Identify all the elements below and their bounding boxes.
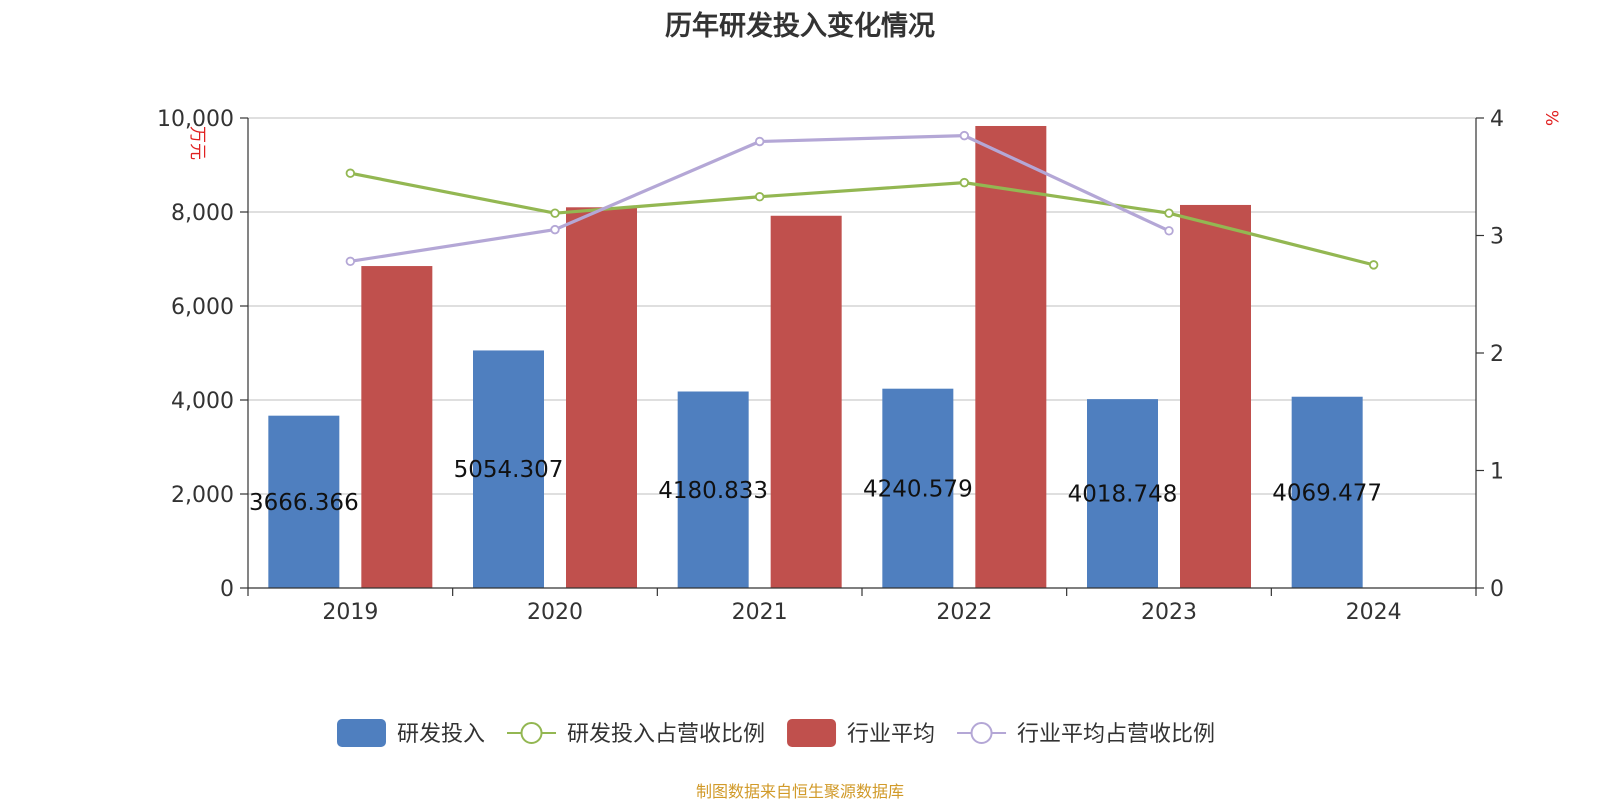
x-tick-label: 2020 xyxy=(527,600,583,625)
bar xyxy=(1180,204,1251,588)
y-right-tick-label: 2 xyxy=(1490,342,1504,367)
legend-swatch-marker xyxy=(970,722,993,744)
data-labels: 3666.366 5054.307 4180.833 4240.579 4018.748… xyxy=(249,457,1382,516)
bar-data-label: 3666.366 xyxy=(249,490,359,516)
bar-data-label: 5054.307 xyxy=(454,457,564,483)
x-tick-label: 2021 xyxy=(732,600,788,625)
bar xyxy=(882,388,954,588)
bar-data-label: 4069.477 xyxy=(1272,480,1382,506)
x-tick-label: 2023 xyxy=(1141,600,1197,625)
y-right-tick-label: 3 xyxy=(1490,225,1504,250)
x-tick-label: 2019 xyxy=(322,600,378,625)
legend-label: 研发投入占营收比例 xyxy=(567,722,765,747)
bar xyxy=(770,215,842,588)
line-point xyxy=(754,136,765,147)
bar-data-label: 4180.833 xyxy=(658,478,768,504)
y-right-axis-label: % xyxy=(1541,110,1561,126)
grid-lines xyxy=(248,117,1476,495)
line-point xyxy=(345,168,356,178)
bar xyxy=(1291,396,1363,588)
y-left-tick-label: 0 xyxy=(220,577,234,602)
chart-title: 历年研发投入变化情况 xyxy=(665,11,935,42)
line-point xyxy=(345,256,356,267)
y-left-axis-label: 万元 xyxy=(187,126,207,160)
line-point xyxy=(1164,226,1174,236)
y-right-tick-label: 4 xyxy=(1490,107,1504,132)
line-point xyxy=(1164,208,1174,218)
legend-label: 行业平均占营收比例 xyxy=(1017,722,1215,747)
legend-label: 研发投入 xyxy=(397,722,485,747)
bar-data-label: 4240.579 xyxy=(863,476,973,502)
y-left-tick-label: 6,000 xyxy=(171,295,234,320)
legend-swatch-bar xyxy=(337,719,386,747)
y-right-tick-label: 1 xyxy=(1490,460,1504,485)
bar xyxy=(975,125,1047,589)
bar xyxy=(566,207,637,589)
bar-layer xyxy=(268,125,1363,589)
data-source-note: 制图数据来自恒生聚源数据库 xyxy=(695,782,904,801)
series-line xyxy=(350,171,1375,267)
bar xyxy=(677,391,749,588)
line-point xyxy=(959,130,970,141)
line-layer xyxy=(345,130,1379,270)
legend-label: 行业平均 xyxy=(847,722,935,747)
line-point xyxy=(1368,260,1379,270)
y-left-tick-label: 2,000 xyxy=(171,483,234,508)
line-point xyxy=(754,192,765,202)
x-tick-label: 2022 xyxy=(936,600,992,625)
y-right-tick-label: 0 xyxy=(1490,577,1504,602)
bar xyxy=(268,415,340,588)
axes: 0 2,000 4,000 6,000 8,000 10,000 0 1 2 3 4 2019 2020… xyxy=(157,107,1561,625)
y-left-tick-label: 4,000 xyxy=(171,389,234,414)
bar xyxy=(473,350,544,588)
line-point xyxy=(959,177,970,188)
bar xyxy=(361,266,433,588)
legend-swatch-bar xyxy=(787,719,837,747)
x-tick-label: 2024 xyxy=(1346,600,1402,625)
legend: 研发投入 研发投入占营收比例 行业平均 行业平均占营收比例 xyxy=(337,719,1215,747)
bar xyxy=(1087,399,1158,588)
bar-data-label: 4018.748 xyxy=(1068,482,1178,508)
line-point xyxy=(550,208,560,218)
line-point xyxy=(550,224,560,235)
y-left-tick-label: 8,000 xyxy=(171,201,234,226)
y-left-tick-label: 10,000 xyxy=(157,107,234,132)
legend-swatch-marker xyxy=(520,722,543,744)
